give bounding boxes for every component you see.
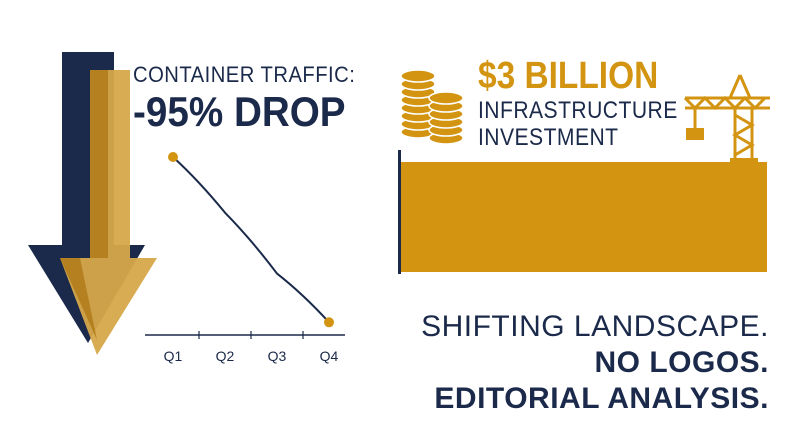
tagline-line-2: NO LOGOS. xyxy=(594,346,769,379)
x-tick-label: Q2 xyxy=(216,348,235,364)
data-point-q4 xyxy=(324,317,334,328)
investment-line-2: INVESTMENT xyxy=(478,124,619,151)
x-tick-label: Q4 xyxy=(320,348,339,364)
traffic-value: -95% DROP xyxy=(133,88,346,135)
gold-banner-block xyxy=(400,162,767,272)
traffic-line-chart: Q1 Q2 Q3 Q4 xyxy=(145,152,345,364)
construction-crane-icon xyxy=(683,74,770,164)
coin-stack-icon xyxy=(400,69,464,145)
x-tick-label: Q1 xyxy=(164,348,183,364)
banner-edge-line xyxy=(398,150,401,274)
x-tick-label: Q3 xyxy=(268,348,287,364)
tagline-line-3: EDITORIAL ANALYSIS. xyxy=(434,382,769,415)
investment-amount: $3 BILLION xyxy=(478,55,659,97)
traffic-label: CONTAINER TRAFFIC: xyxy=(133,62,356,87)
investment-line-1: INFRASTRUCTURE xyxy=(478,97,678,124)
series-line xyxy=(172,156,330,323)
data-point-q1 xyxy=(168,152,178,162)
down-arrow-icon xyxy=(28,52,157,355)
tagline-line-1: SHIFTING LANDSCAPE. xyxy=(421,310,769,343)
